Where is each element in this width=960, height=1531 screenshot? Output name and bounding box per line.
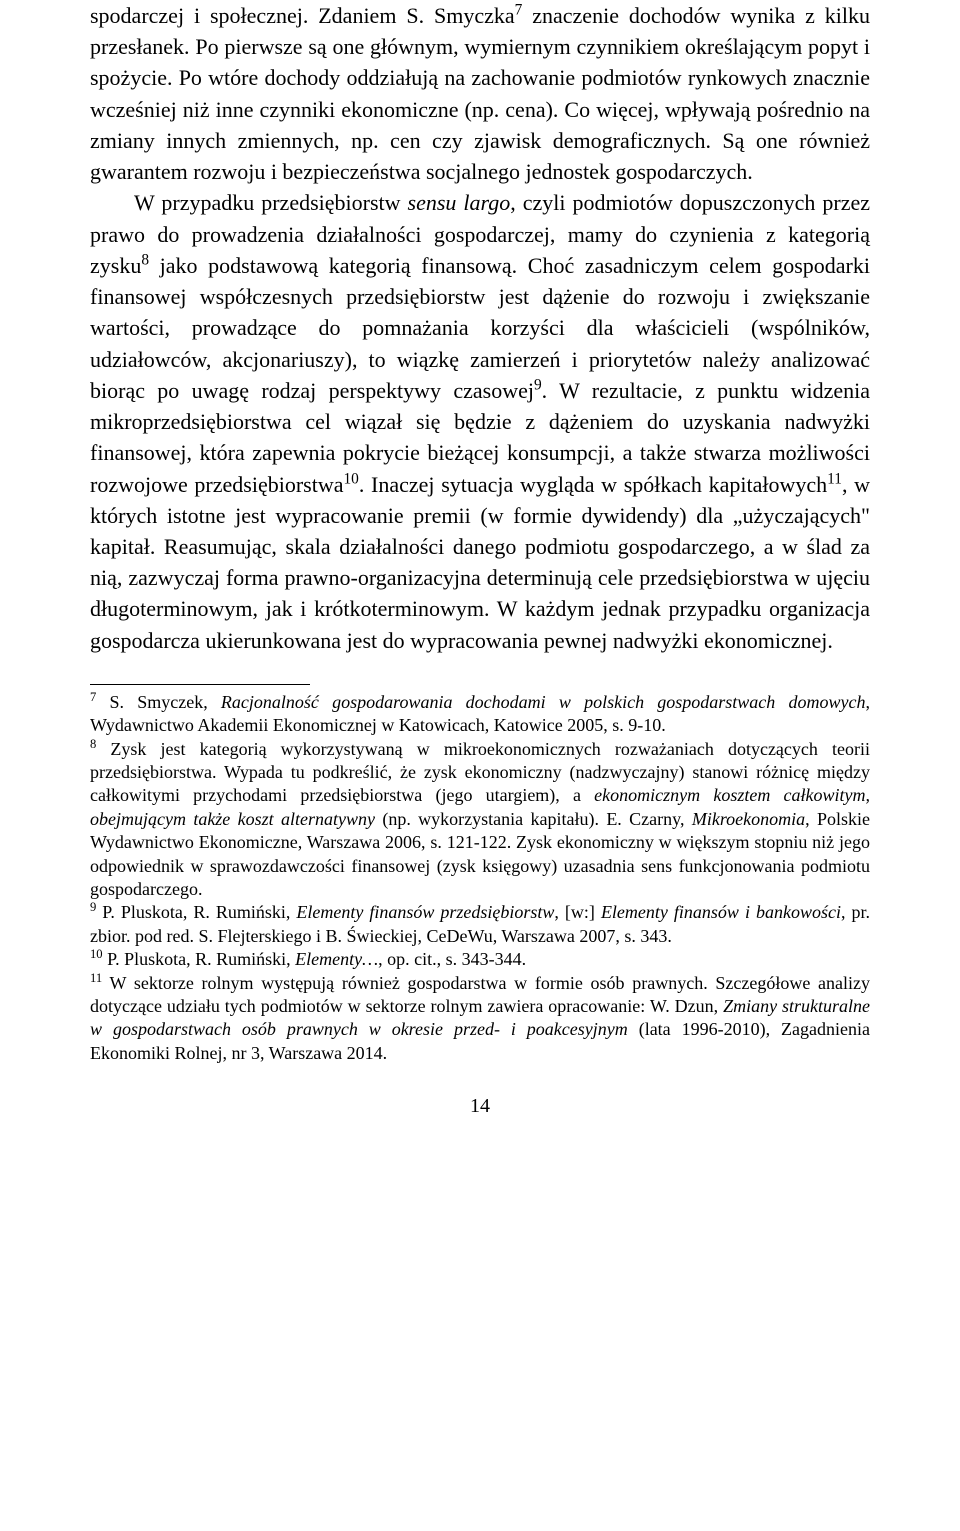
- footnotes: 7 S. Smyczek, Racjonalność gospodarowani…: [90, 691, 870, 1065]
- fn10-a: P. Pluskota, R. Rumiński,: [103, 949, 296, 969]
- footnote-ref-8: 8: [141, 252, 149, 269]
- p2-italic-sensu-largo: sensu largo: [408, 190, 511, 215]
- footnote-separator: [90, 684, 310, 685]
- fn7-title: Racjonalność gospodarowania dochodami w …: [221, 692, 866, 712]
- fn9-italic1: Elementy finansów przedsiębiorstw: [296, 902, 554, 922]
- fn8-italic2: Mikroekonomia: [692, 809, 805, 829]
- p2-part-a: W przypadku przedsiębiorstw: [134, 190, 408, 215]
- page-number: 14: [90, 1095, 870, 1118]
- fn9-b: , [w:]: [554, 902, 601, 922]
- paragraph-2: W przypadku przedsiębiorstw sensu largo,…: [90, 187, 870, 656]
- paragraph-1: spodarczej i społecznej. Zdaniem S. Smyc…: [90, 0, 870, 187]
- fn8-b: (np. wykorzystania kapitału). E. Czarny,: [375, 809, 692, 829]
- footnote-ref-10: 10: [343, 470, 358, 487]
- fn9-a: P. Pluskota, R. Rumiński,: [96, 902, 296, 922]
- footnote-8: 8 Zysk jest kategorią wykorzystywaną w m…: [90, 738, 870, 902]
- footnote-ref-11: 11: [827, 470, 842, 487]
- footnote-10: 10 P. Pluskota, R. Rumiński, Elementy…, …: [90, 948, 870, 971]
- footnote-10-marker: 10: [90, 947, 103, 961]
- footnote-7: 7 S. Smyczek, Racjonalność gospodarowani…: [90, 691, 870, 738]
- footnote-11: 11 W sektorze rolnym występują również g…: [90, 972, 870, 1066]
- p2-part-e: . Inaczej sytuacja wygląda w spółkach ka…: [359, 472, 827, 497]
- footnote-ref-9: 9: [534, 376, 542, 393]
- fn7-a: S. Smyczek,: [96, 692, 221, 712]
- footnote-9: 9 P. Pluskota, R. Rumiński, Elementy fin…: [90, 901, 870, 948]
- p2-part-f: , w których istotne jest wypracowanie pr…: [90, 472, 870, 653]
- fn9-italic2: Elementy finansów i bankowości: [601, 902, 841, 922]
- body-text: spodarczej i społecznej. Zdaniem S. Smyc…: [90, 0, 870, 656]
- footnote-11-marker: 11: [90, 971, 102, 985]
- fn10-b: , op. cit., s. 343-344.: [378, 949, 526, 969]
- p1-part-b: znaczenie dochodów wynika z kilku przesł…: [90, 3, 870, 184]
- p1-part-a: spodarczej i społecznej. Zdaniem S. Smyc…: [90, 3, 515, 28]
- fn10-italic: Elementy…: [295, 949, 378, 969]
